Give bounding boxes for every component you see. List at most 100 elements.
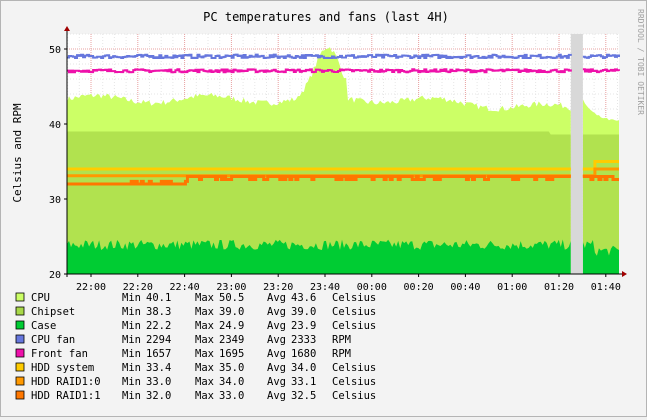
legend-swatch [15,376,25,386]
legend-avg: 39.0 [291,306,316,318]
x-tick-label: 23:00 [216,282,246,293]
legend-stat-label: Min [122,390,141,402]
series-line-front-fan [67,68,620,74]
x-tick-label: 22:20 [123,282,153,293]
legend-min: 32.0 [146,390,171,402]
legend-min: 38.3 [146,306,171,318]
axes: 20 30 40 50 22:00 22:20 22:40 23:00 23:20 23:40 00… [49,26,627,293]
legend-stat-label: Min [122,320,141,332]
legend-swatch [15,320,25,330]
legend-swatch [15,292,25,302]
legend-unit: Celsius [332,362,376,374]
legend-unit: Celsius [332,390,376,402]
legend-name: CPU fan [31,334,75,346]
legend-stat-label: Min [122,334,141,346]
series-area-chipset [67,131,619,274]
x-tick-label: 22:00 [76,282,106,293]
legend-avg: 43.6 [291,292,316,304]
legend-stat-label: Max [195,390,214,402]
y-tick-label: 50 [49,45,61,56]
legend-swatch [15,362,25,372]
legend-stat-label: Min [122,348,141,360]
legend-max: 35.0 [219,362,244,374]
series-line-hdd-system [67,160,619,171]
legend-min: 33.4 [146,362,171,374]
series-line-cpu-fan [67,53,620,59]
legend-max: 50.5 [219,292,244,304]
legend-stat-label: Min [122,306,141,318]
legend-name: HDD system [31,362,94,374]
legend-unit: Celsius [332,306,376,318]
y-tick-label: 30 [49,195,61,206]
legend-unit: RPM [332,334,351,346]
legend-stat-label: Min [122,292,141,304]
x-tick-label: 01:00 [497,282,527,293]
legend-min: 22.2 [146,320,171,332]
x-tick-label: 23:20 [263,282,293,293]
legend-item: CPU Min 40.1 Max 50.5 Avg 43.6 Celsius [15,292,376,304]
legend-avg: 32.5 [291,390,316,402]
x-tick-label: 00:40 [450,282,480,293]
legend-max: 2349 [219,334,244,346]
legend-unit: Celsius [332,292,376,304]
legend-stat-label: Avg [267,334,286,346]
legend-name: CPU [31,292,50,304]
legend-min: 2294 [146,334,171,346]
legend-stat-label: Max [195,320,214,332]
y-tick-label: 20 [49,270,61,281]
legend-max: 24.9 [219,320,244,332]
x-tick-label: 23:40 [310,282,340,293]
x-tick-label: 00:20 [404,282,434,293]
watermark: RRDTOOL / TOBI OETIKER [636,9,645,115]
legend-stat-label: Avg [267,390,286,402]
legend-swatch [15,306,25,316]
legend-name: Chipset [31,306,75,318]
series-area-case [67,239,619,274]
legend-name: Front fan [31,348,88,360]
legend-min: 40.1 [146,292,171,304]
legend-name: Case [31,320,56,332]
legend-item: HDD RAID1:0 Min 33.0 Max 34.0 Avg 33.1 Celsius [15,376,376,388]
legend-swatch [15,390,25,400]
legend-name: HDD RAID1:1 [31,390,101,402]
legend-avg: 33.1 [291,376,316,388]
legend-unit: Celsius [332,376,376,388]
legend-max: 1695 [219,348,244,360]
legend-item: Case Min 22.2 Max 24.9 Avg 23.9 Celsius [15,320,376,332]
legend-max: 33.0 [219,390,244,402]
legend-stat-label: Max [195,376,214,388]
legend-stat-label: Max [195,348,214,360]
legend-avg: 2333 [291,334,316,346]
y-axis-label: Celsius and RPM [11,103,24,203]
legend-item: HDD system Min 33.4 Max 35.0 Avg 34.0 Celsius [15,362,376,374]
x-tick-label: 00:00 [357,282,387,293]
legend-min: 1657 [146,348,171,360]
legend-swatch [15,334,25,344]
legend-min: 33.0 [146,376,171,388]
chart-title: PC temperatures and fans (last 4H) [203,10,449,24]
x-tick-label: 22:40 [170,282,200,293]
legend-name: HDD RAID1:0 [31,376,101,388]
legend-unit: Celsius [332,320,376,332]
legend-stat-label: Avg [267,362,286,374]
legend-item: Front fan Min 1657 Max 1695 Avg 1680 RPM [15,348,351,360]
x-tick-label: 01:40 [591,282,621,293]
legend-stat-label: Min [122,362,141,374]
legend-stat-label: Avg [267,320,286,332]
legend-avg: 23.9 [291,320,316,332]
data-gap [570,34,583,274]
legend-stat-label: Min [122,376,141,388]
legend-stat-label: Max [195,292,214,304]
legend-item: CPU fan Min 2294 Max 2349 Avg 2333 RPM [15,334,351,346]
series-line-hdd-raid1-1 [67,175,619,186]
legend-stat-label: Avg [267,376,286,388]
legend-stat-label: Max [195,306,214,318]
legend-stat-label: Avg [267,306,286,318]
legend-swatch [15,348,25,358]
legend-stat-label: Avg [267,292,286,304]
legend-max: 39.0 [219,306,244,318]
legend-max: 34.0 [219,376,244,388]
legend-avg: 34.0 [291,362,316,374]
